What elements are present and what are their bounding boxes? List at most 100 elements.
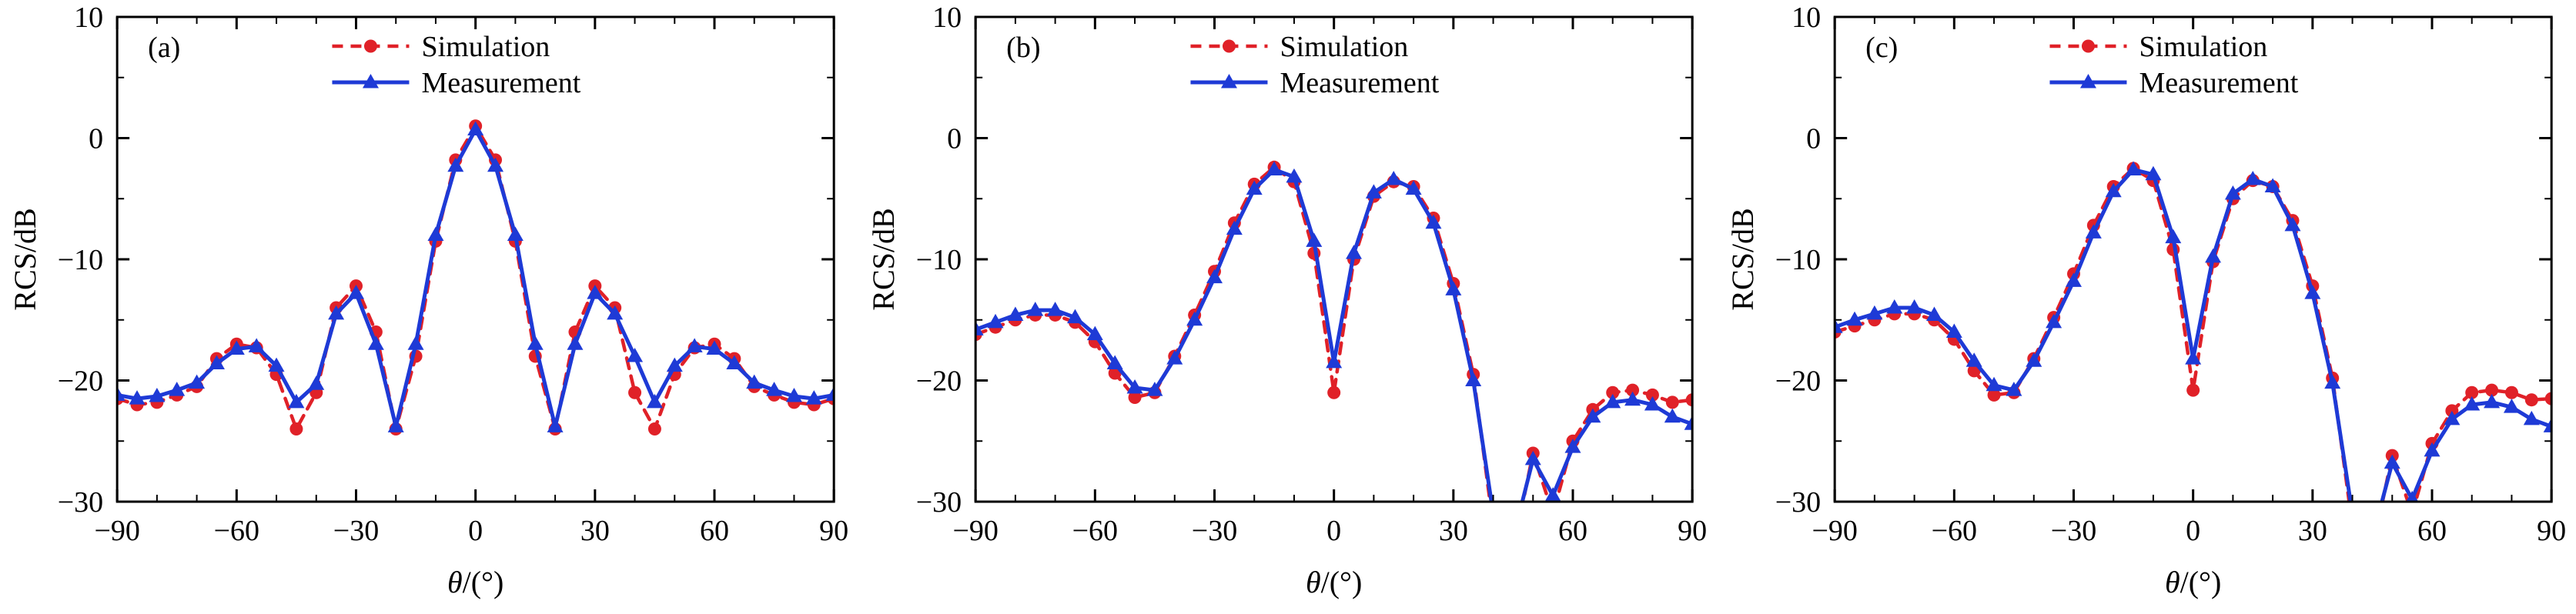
measurement-marker-triangle-icon [129,390,146,405]
measurement-marker-triangle-icon [726,355,743,369]
measurement-marker-triangle-icon [1405,180,1422,195]
y-tick-label: −10 [58,244,103,276]
simulation-marker-circle-icon [2366,544,2379,557]
measurement-marker-triangle-icon [1505,529,1521,544]
x-tick-label: 60 [700,515,729,547]
measurement-marker-triangle-icon [766,382,783,396]
measurement-marker-triangle-icon [1905,299,1922,314]
measurement-marker-triangle-icon [527,335,544,350]
simulation-marker-circle-icon [2186,383,2200,397]
measurement-marker-triangle-icon [2323,374,2340,389]
measurement-marker-triangle-icon [467,121,484,135]
measurement-marker-triangle-icon [248,338,265,352]
x-tick-label: 0 [2186,515,2200,547]
simulation-marker-circle-icon [1666,395,1680,409]
measurement-marker-triangle-icon [1885,299,1902,314]
measurement-marker-triangle-icon [2523,410,2540,425]
measurement-marker-triangle-icon [2244,171,2261,185]
simulation-marker-circle-icon [2346,519,2359,532]
x-tick-label: −60 [214,515,259,547]
measurement-marker-triangle-icon [1107,355,1124,369]
measurement-marker-triangle-icon [487,157,504,172]
legend-label: Simulation [2139,31,2267,63]
x-tick-label: −60 [1072,515,1118,547]
simulation-line [116,124,835,431]
y-axis-label: RCS/dB [1725,208,1760,310]
measurement-marker-triangle-icon [1965,352,1982,367]
measurement-series [116,121,835,432]
measurement-marker-triangle-icon [1945,323,1962,338]
y-tick-label: −20 [58,365,103,398]
measurement-marker-triangle-icon [169,382,186,396]
measurement-marker-triangle-icon [387,418,404,432]
panel-label: (a) [148,32,180,64]
x-tick-label: 0 [1326,515,1341,547]
measurement-marker-triangle-icon [1286,168,1303,183]
legend-label: Simulation [421,31,550,63]
measurement-marker-triangle-icon [2125,161,2142,175]
measurement-marker-triangle-icon [1644,396,1661,411]
y-tick-label: 10 [74,2,103,34]
measurement-marker-triangle-icon [1564,439,1581,453]
legend: Simulation Measurement [332,31,581,99]
series-group [975,160,1694,557]
x-tick-label: −90 [953,515,999,547]
measurement-marker-triangle-icon [2344,506,2360,520]
measurement-marker-triangle-icon [2025,352,2042,367]
y-tick-label: −20 [1775,365,1820,398]
simulation-marker-circle-icon [647,422,661,435]
x-tick-label: 30 [580,515,610,547]
legend: Simulation Measurement [1190,31,1440,99]
measurement-marker-triangle-icon [1246,180,1263,195]
measurement-marker-triangle-icon [2105,182,2122,198]
chart-b-svg: −90 −60 −30 0 30 60 90 −30 −20 −10 0 10 RCS/dB θ/(°) (… [866,2,1707,599]
y-tick-label: 0 [947,123,962,155]
measurement-marker-triangle-icon [447,157,464,172]
measurement-marker-triangle-icon [2303,285,2320,299]
x-tick-label: 0 [468,515,483,547]
y-tick-label: 10 [932,2,962,34]
x-axis-label: θ/(°) [2165,565,2221,599]
measurement-marker-triangle-icon [1186,311,1203,326]
measurement-marker-triangle-icon [2204,248,2221,263]
measurement-marker-triangle-icon [825,386,835,401]
measurement-marker-triangle-icon [987,313,1004,329]
y-tick-label: −30 [58,486,103,519]
measurement-marker-triangle-icon [2184,350,2201,365]
measurement-marker-triangle-icon [1007,306,1024,321]
measurement-marker-triangle-icon [686,338,703,352]
simulation-marker-circle-icon [1507,544,1520,557]
legend-triangle-icon [2079,74,2096,88]
measurement-marker-triangle-icon [2224,185,2241,200]
panel-label: (c) [1865,32,1898,64]
measurement-marker-triangle-icon [746,374,763,389]
y-tick-label: −10 [916,244,962,276]
measurement-marker-triangle-icon [646,393,663,409]
measurement-marker-triangle-icon [1544,487,1561,502]
simulation-marker-circle-icon [1606,385,1620,399]
simulation-marker-circle-icon [1327,385,1341,399]
measurement-marker-triangle-icon [1445,281,1462,295]
measurement-marker-triangle-icon [666,357,683,372]
measurement-marker-triangle-icon [228,340,245,355]
y-tick-label: −10 [1775,244,1820,276]
measurement-marker-triangle-icon [1206,269,1223,284]
measurement-marker-triangle-icon [1664,408,1681,423]
measurement-marker-triangle-icon [1465,372,1482,386]
x-tick-label: 60 [1558,515,1587,547]
legend-label: Measurement [421,67,580,99]
chart-a-svg: −90 −60 −30 0 30 60 90 −30 −20 −10 0 10 RCS/dB θ/(°) (… [8,2,848,599]
measurement-marker-triangle-icon [2164,229,2181,244]
measurement-marker-triangle-icon [975,321,984,335]
measurement-marker-triangle-icon [1087,325,1104,341]
minor-ticks [117,17,835,502]
measurement-marker-triangle-icon [1425,214,1442,229]
measurement-series [1833,161,2552,520]
y-tick-label: −30 [916,486,962,519]
simulation-marker-circle-icon [2445,404,2459,418]
measurement-marker-triangle-icon [1166,350,1183,365]
chart-panel-b: −90 −60 −30 0 30 60 90 −30 −20 −10 0 10 RCS/dB θ/(°) (… [858,0,1717,614]
legend-triangle-icon [1221,74,1238,88]
